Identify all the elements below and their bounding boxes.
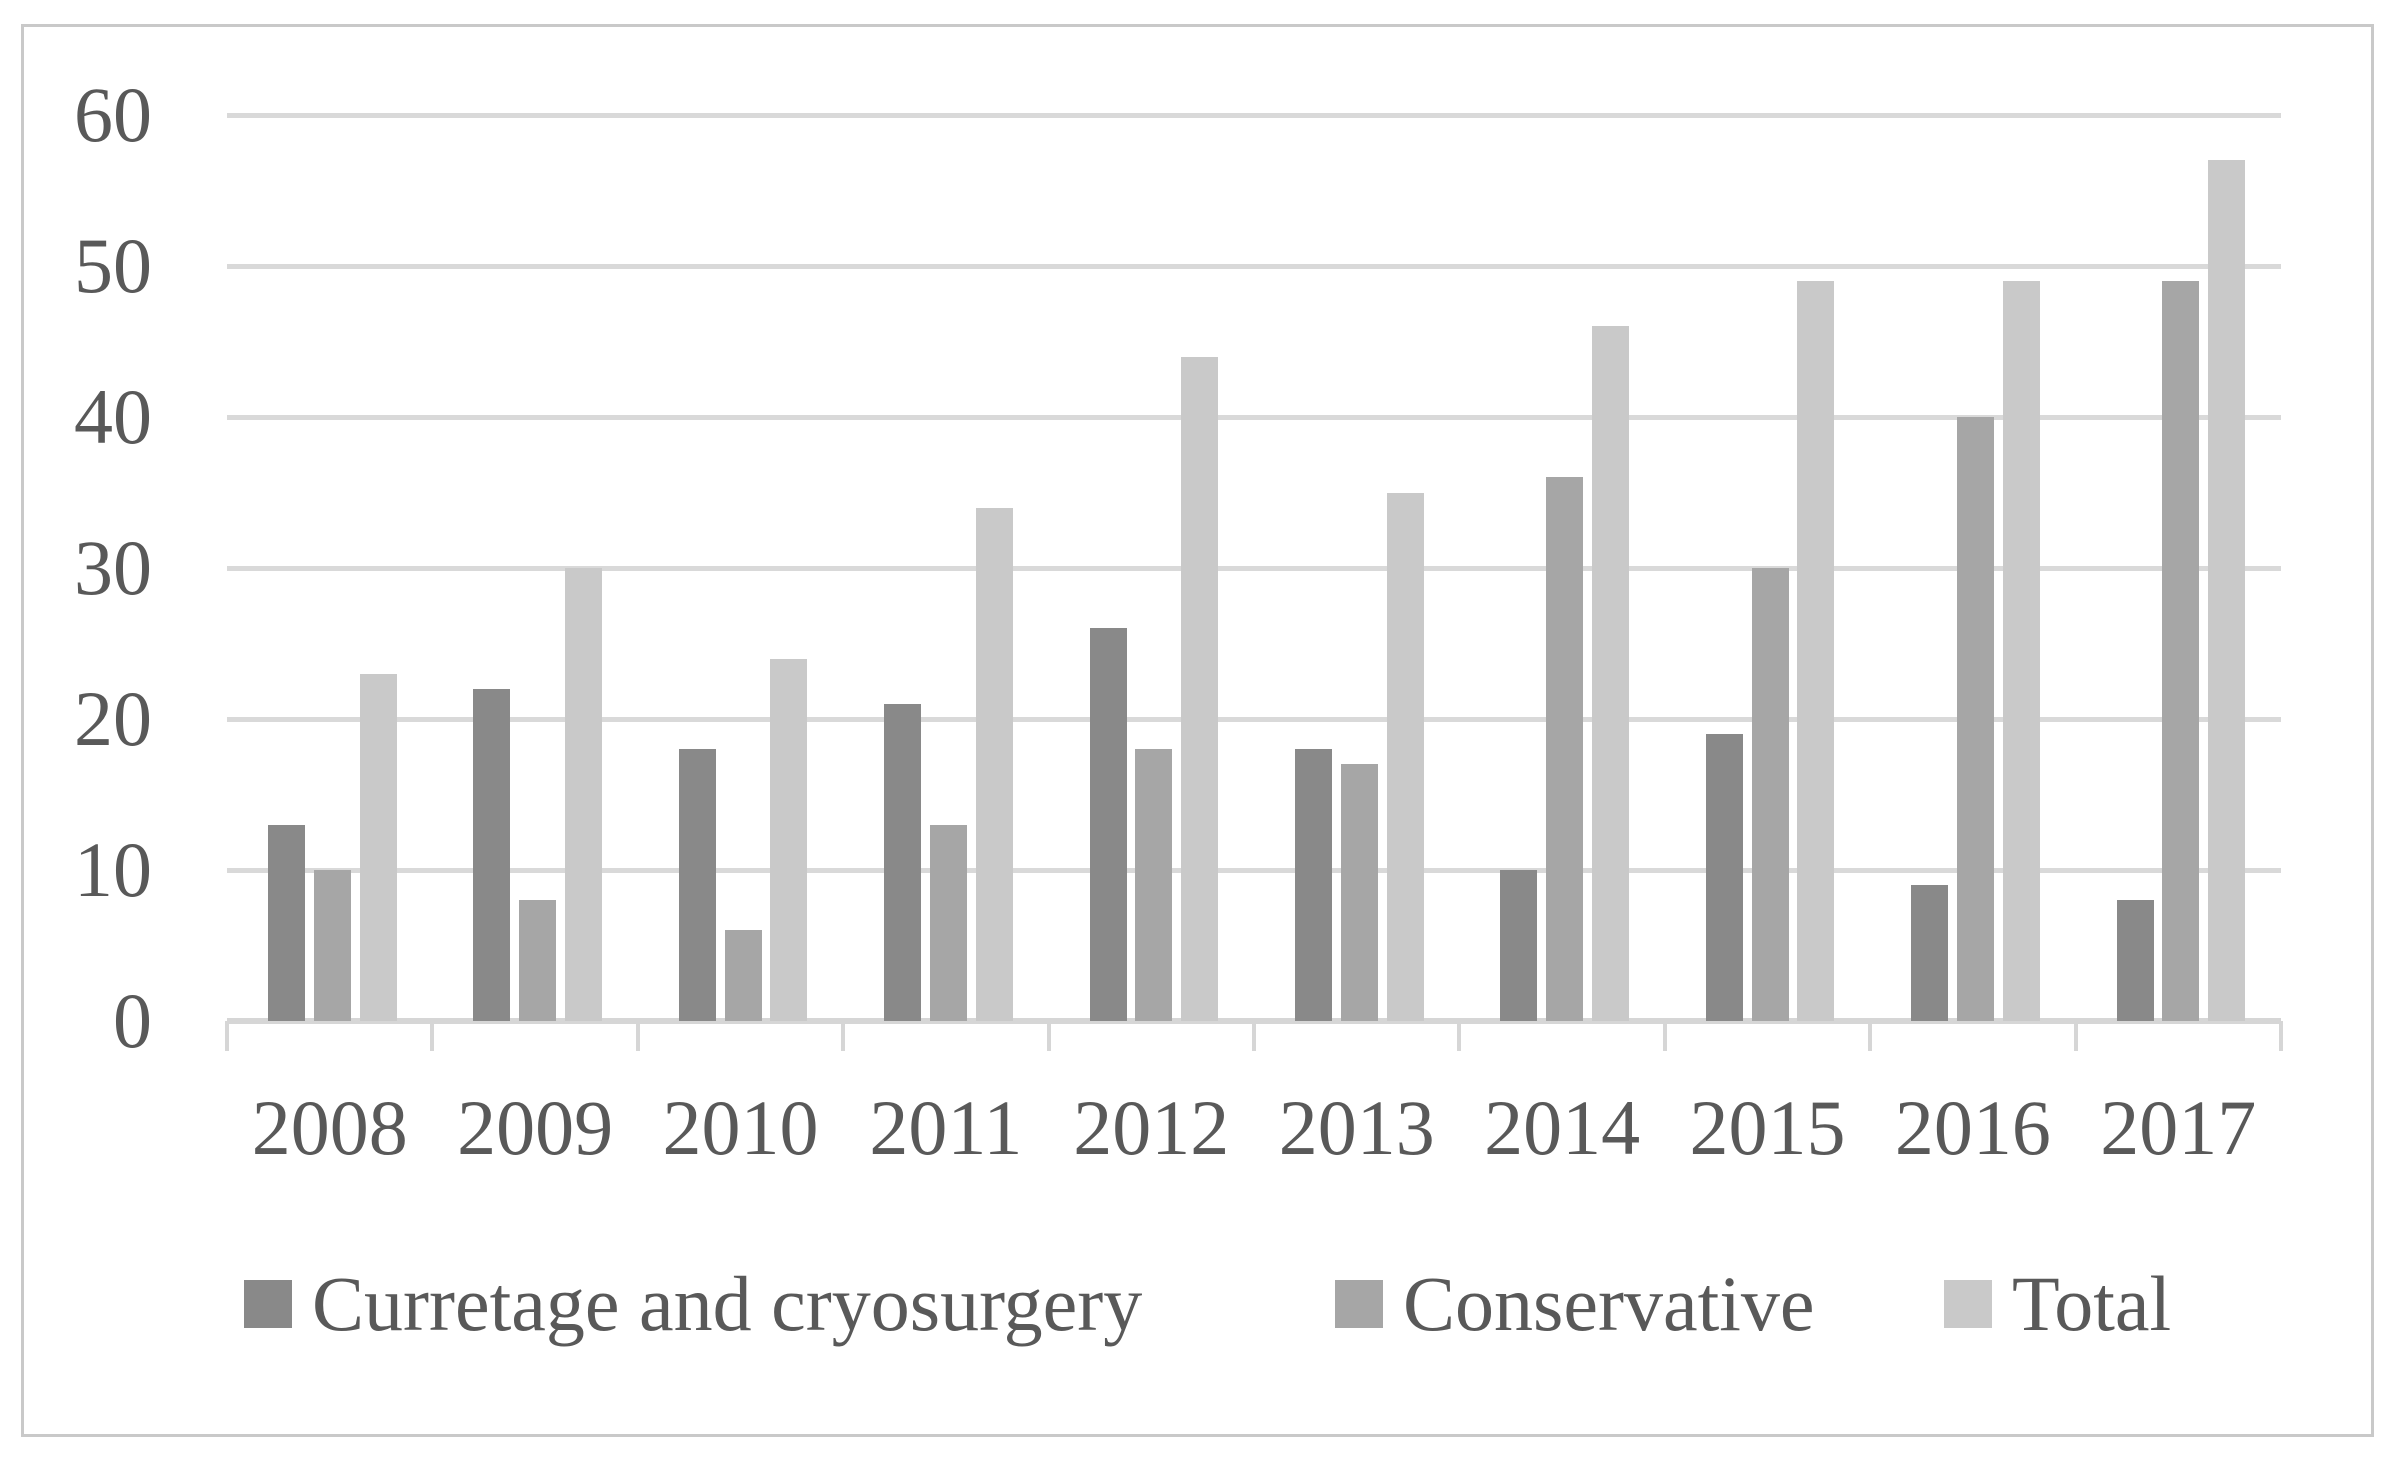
- x-axis-tick: [1252, 1021, 1256, 1051]
- bar-curretage-and-cryosurgery-2013: [1295, 749, 1332, 1021]
- x-axis-label-2010: 2010: [662, 1084, 819, 1171]
- legend-item-conservative: Conservative: [1335, 1262, 1815, 1346]
- x-axis-tick: [635, 1021, 640, 1051]
- bar-total-2013: [1386, 492, 1424, 1021]
- bar-total-2011: [975, 507, 1013, 1021]
- bar-curretage-and-cryosurgery-2012: [1089, 628, 1127, 1021]
- gridline-50: [227, 263, 2281, 269]
- bar-total-2017: [2208, 160, 2246, 1021]
- y-axis-label-20: 20: [74, 675, 152, 762]
- gridline-60: [227, 112, 2281, 118]
- legend-swatch-conservative: [1335, 1280, 1383, 1328]
- bar-conservative-2011: [930, 824, 967, 1021]
- bar-total-2016: [2002, 281, 2040, 1021]
- legend-item-total: Total: [1944, 1262, 2171, 1346]
- x-axis-label-2011: 2011: [869, 1084, 1023, 1171]
- x-axis-label-2015: 2015: [1689, 1084, 1846, 1171]
- bar-total-2008: [359, 673, 397, 1021]
- gridline-40: [227, 414, 2281, 420]
- legend-item-curretage-and-cryosurgery: Curretage and cryosurgery: [244, 1262, 1142, 1346]
- bar-curretage-and-cryosurgery-2010: [678, 749, 716, 1021]
- x-axis-label-2014: 2014: [1484, 1084, 1641, 1171]
- x-axis-tick: [2279, 1021, 2283, 1051]
- y-axis-label-10: 10: [74, 826, 152, 913]
- x-axis-tick: [1457, 1021, 1462, 1051]
- legend-swatch-total: [1944, 1280, 1992, 1328]
- legend-label-curretage-and-cryosurgery: Curretage and cryosurgery: [312, 1260, 1143, 1347]
- gridline-10: [227, 867, 2281, 873]
- bar-curretage-and-cryosurgery-2008: [268, 824, 305, 1021]
- x-axis-tick: [2073, 1021, 2078, 1051]
- x-axis-label-2013: 2013: [1278, 1084, 1435, 1171]
- x-axis-tick: [1046, 1021, 1051, 1051]
- x-axis-tick: [1662, 1021, 1667, 1051]
- bar-curretage-and-cryosurgery-2016: [1911, 885, 1949, 1021]
- bar-total-2014: [1592, 326, 1629, 1021]
- y-axis-label-50: 50: [74, 222, 152, 309]
- bar-total-2010: [770, 658, 808, 1021]
- bar-curretage-and-cryosurgery-2011: [884, 703, 922, 1021]
- gridline-30: [227, 565, 2281, 571]
- bar-conservative-2013: [1340, 764, 1378, 1021]
- bar-conservative-2012: [1135, 749, 1173, 1021]
- bar-conservative-2010: [724, 930, 762, 1021]
- x-axis-label-2009: 2009: [457, 1084, 614, 1171]
- x-axis-label-2016: 2016: [1894, 1084, 2051, 1171]
- legend-label-total: Total: [2012, 1260, 2172, 1347]
- bar-conservative-2008: [313, 870, 351, 1021]
- bar-curretage-and-cryosurgery-2017: [2116, 900, 2154, 1021]
- bar-conservative-2016: [1957, 417, 1994, 1021]
- bar-total-2012: [1181, 356, 1219, 1021]
- bar-total-2015: [1797, 281, 1835, 1021]
- bar-curretage-and-cryosurgery-2015: [1705, 734, 1743, 1021]
- x-axis-label-2008: 2008: [251, 1084, 408, 1171]
- legend-label-conservative: Conservative: [1403, 1260, 1815, 1347]
- chart-frame: [21, 24, 2374, 1437]
- x-axis-tick: [225, 1021, 229, 1051]
- bar-curretage-and-cryosurgery-2014: [1500, 870, 1538, 1021]
- bar-conservative-2009: [519, 900, 557, 1021]
- x-axis-label-2017: 2017: [2100, 1084, 2257, 1171]
- x-axis-tick: [430, 1021, 435, 1051]
- y-axis-label-0: 0: [113, 977, 152, 1064]
- bar-conservative-2015: [1751, 568, 1789, 1021]
- y-axis-label-40: 40: [74, 373, 152, 460]
- bar-conservative-2017: [2162, 281, 2200, 1021]
- x-axis-tick: [841, 1021, 846, 1051]
- x-axis-tick: [1868, 1021, 1873, 1051]
- legend-swatch-curretage-and-cryosurgery: [244, 1280, 292, 1328]
- y-axis-label-30: 30: [74, 524, 152, 611]
- bar-conservative-2014: [1546, 477, 1584, 1021]
- bar-curretage-and-cryosurgery-2009: [473, 688, 511, 1021]
- gridline-20: [227, 716, 2281, 722]
- y-axis-label-60: 60: [74, 71, 152, 158]
- x-axis-label-2012: 2012: [1073, 1084, 1230, 1171]
- bar-total-2009: [565, 568, 602, 1021]
